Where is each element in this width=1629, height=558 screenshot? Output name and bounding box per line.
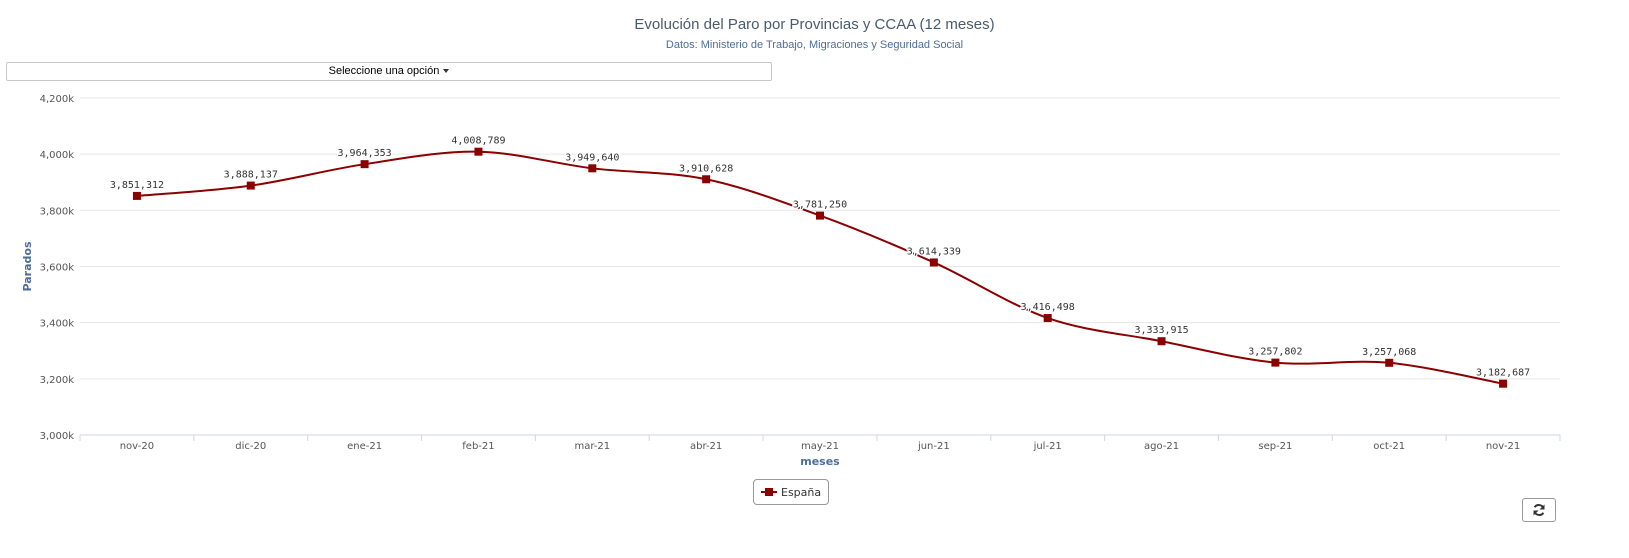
y-axis-title: Parados xyxy=(21,241,34,291)
region-select[interactable]: Seleccione una opción xyxy=(6,62,772,81)
x-axis-title: meses xyxy=(800,455,840,468)
data-point xyxy=(816,211,824,220)
x-tick-label: jun-21 xyxy=(917,441,950,452)
data-point xyxy=(474,147,483,156)
y-tick-label: 3,600k xyxy=(40,263,75,274)
legend-item-espana[interactable]: España xyxy=(753,479,830,505)
x-tick-label: ago-21 xyxy=(1144,441,1179,452)
data-point xyxy=(1043,314,1052,323)
refresh-button[interactable] xyxy=(1522,498,1556,522)
data-label: 3,182,687 xyxy=(1476,368,1530,379)
y-tick-label: 4,200k xyxy=(40,94,75,105)
data-label: 3,257,068 xyxy=(1362,347,1416,358)
x-tick-label: ene-21 xyxy=(347,441,382,452)
data-label: 3,949,640 xyxy=(565,152,619,163)
x-tick-label: dic-20 xyxy=(235,441,266,452)
y-tick-label: 4,000k xyxy=(40,150,75,161)
y-tick-label: 3,000k xyxy=(40,431,75,442)
data-label: 3,416,498 xyxy=(1021,302,1075,313)
data-label: 3,851,312 xyxy=(110,180,164,191)
data-label: 4,008,789 xyxy=(451,136,505,147)
data-point xyxy=(1385,358,1394,367)
y-tick-label: 3,200k xyxy=(40,375,75,386)
x-tick-label: nov-21 xyxy=(1486,441,1520,452)
data-point xyxy=(132,191,141,200)
x-tick-label: nov-20 xyxy=(120,441,154,452)
data-point xyxy=(929,258,938,267)
y-tick-label: 3,400k xyxy=(40,319,75,330)
x-tick-label: may-21 xyxy=(801,441,839,452)
chart-subtitle: Datos: Ministerio de Trabajo, Migracione… xyxy=(665,39,964,51)
caret-down-icon xyxy=(443,69,450,74)
data-label: 3,333,915 xyxy=(1134,325,1188,336)
data-point xyxy=(1157,337,1166,346)
data-point xyxy=(702,175,711,184)
x-tick-label: mar-21 xyxy=(574,441,610,452)
legend-symbol xyxy=(761,488,777,496)
data-label: 3,614,339 xyxy=(907,246,961,257)
data-point xyxy=(1271,358,1280,367)
data-label: 3,781,250 xyxy=(793,200,847,211)
x-tick-label: oct-21 xyxy=(1373,441,1405,452)
data-point xyxy=(1499,379,1508,388)
data-point xyxy=(360,160,369,169)
region-select-label: Seleccione una opción xyxy=(328,65,440,77)
data-point xyxy=(246,181,255,190)
data-point xyxy=(588,164,597,173)
data-label: 3,257,802 xyxy=(1248,347,1302,358)
y-tick-label: 3,800k xyxy=(40,206,75,217)
x-tick-label: abr-21 xyxy=(690,441,722,452)
x-tick-label: sep-21 xyxy=(1258,441,1292,452)
chart-title: Evolución del Paro por Provincias y CCAA… xyxy=(634,16,995,33)
x-tick-label: jul-21 xyxy=(1033,441,1062,452)
data-label: 3,888,137 xyxy=(224,170,278,181)
x-tick-label: feb-21 xyxy=(462,441,494,452)
refresh-icon xyxy=(1533,504,1545,516)
data-label: 3,910,628 xyxy=(679,163,733,174)
legend-label: España xyxy=(781,485,822,499)
data-label: 3,964,353 xyxy=(338,148,392,159)
